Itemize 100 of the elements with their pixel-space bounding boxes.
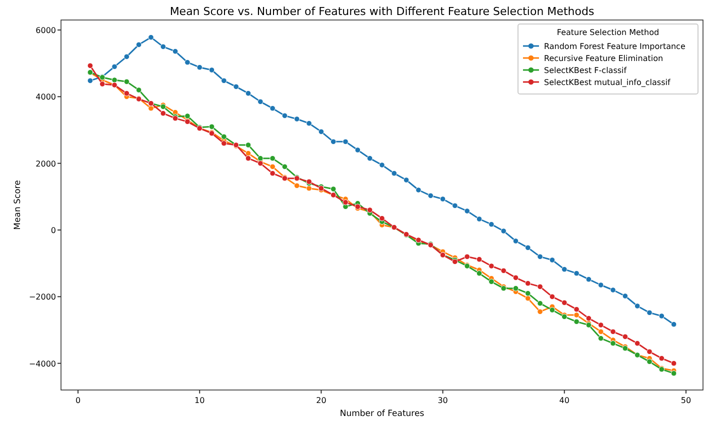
- point: [184, 59, 190, 66]
- point: [258, 98, 264, 105]
- point: [574, 312, 580, 318]
- point: [610, 287, 616, 293]
- point: [221, 78, 227, 84]
- x-axis-title: Number of Features: [340, 409, 425, 419]
- point: [403, 177, 410, 183]
- chart-title: Mean Score vs. Number of Features with Different Feature Selection Methods: [170, 5, 594, 18]
- point: [221, 140, 227, 146]
- point: [258, 155, 264, 162]
- x-tick-label: 0: [75, 396, 81, 405]
- point: [245, 150, 252, 156]
- point: [196, 64, 203, 70]
- point: [184, 113, 190, 119]
- point: [574, 306, 580, 312]
- point: [646, 358, 652, 365]
- point: [646, 348, 652, 355]
- point: [136, 87, 142, 93]
- y-tick-label: 0: [50, 226, 56, 235]
- y-tick-label: −4000: [28, 359, 56, 368]
- point: [124, 90, 130, 96]
- legend-label: Recursive Feature Elimination: [544, 54, 664, 63]
- point: [512, 238, 519, 244]
- point: [124, 78, 130, 85]
- point: [330, 138, 336, 145]
- point: [233, 84, 239, 90]
- x-tick-label: 20: [316, 396, 326, 405]
- x-tick-label: 30: [438, 396, 448, 405]
- point: [452, 202, 458, 209]
- point: [537, 284, 543, 290]
- point: [99, 81, 106, 87]
- point: [282, 112, 288, 119]
- point: [464, 254, 470, 260]
- point: [428, 192, 434, 199]
- point: [658, 313, 665, 319]
- point: [416, 187, 422, 193]
- point: [512, 274, 519, 281]
- point: [622, 334, 628, 340]
- point: [124, 54, 130, 60]
- point: [634, 303, 640, 309]
- point: [391, 170, 398, 176]
- point: [208, 124, 215, 130]
- point: [525, 244, 531, 251]
- y-tick-label: 4000: [36, 92, 56, 102]
- point: [440, 196, 446, 202]
- point: [549, 307, 556, 313]
- point: [500, 228, 506, 234]
- legend-label: SelectKBest F-classif: [544, 66, 627, 75]
- point: [221, 134, 227, 140]
- point: [574, 270, 580, 276]
- point: [488, 221, 494, 228]
- point: [245, 90, 252, 96]
- y-tick-label: −2000: [28, 292, 56, 302]
- point: [670, 321, 677, 328]
- point: [670, 370, 677, 376]
- point: [464, 208, 470, 214]
- point: [366, 155, 373, 162]
- y-axis-title: Mean Score: [13, 180, 23, 230]
- point: [160, 44, 166, 50]
- point: [270, 170, 276, 176]
- point: [379, 215, 385, 222]
- point: [670, 360, 677, 366]
- point: [646, 310, 652, 316]
- point: [598, 282, 604, 288]
- point: [598, 322, 604, 328]
- point: [549, 257, 556, 263]
- point: [270, 105, 276, 112]
- point: [512, 285, 519, 292]
- point: [245, 142, 252, 148]
- point: [282, 164, 288, 170]
- x-tick-label: 50: [680, 396, 692, 405]
- point: [476, 216, 482, 222]
- point: [537, 254, 543, 260]
- point: [549, 294, 556, 300]
- point: [208, 67, 215, 73]
- point: [634, 340, 640, 346]
- point: [476, 270, 482, 276]
- point: [500, 268, 506, 274]
- point: [488, 278, 494, 285]
- point: [537, 300, 543, 306]
- x-tick-label: 40: [559, 396, 570, 405]
- point: [87, 78, 94, 84]
- point: [148, 34, 154, 40]
- point: [525, 280, 531, 286]
- point: [87, 62, 94, 69]
- point: [270, 164, 276, 170]
- y-tick-label: 6000: [36, 26, 56, 35]
- point: [561, 300, 568, 306]
- point: [330, 186, 336, 192]
- point: [658, 355, 665, 362]
- point: [488, 263, 494, 269]
- legend-label: Random Forest Feature Importance: [544, 42, 686, 51]
- point: [476, 256, 482, 262]
- point: [598, 328, 604, 335]
- point: [622, 293, 628, 299]
- point: [172, 48, 178, 54]
- point: [379, 162, 385, 168]
- point: [112, 64, 118, 70]
- point: [586, 315, 592, 322]
- point: [136, 42, 142, 48]
